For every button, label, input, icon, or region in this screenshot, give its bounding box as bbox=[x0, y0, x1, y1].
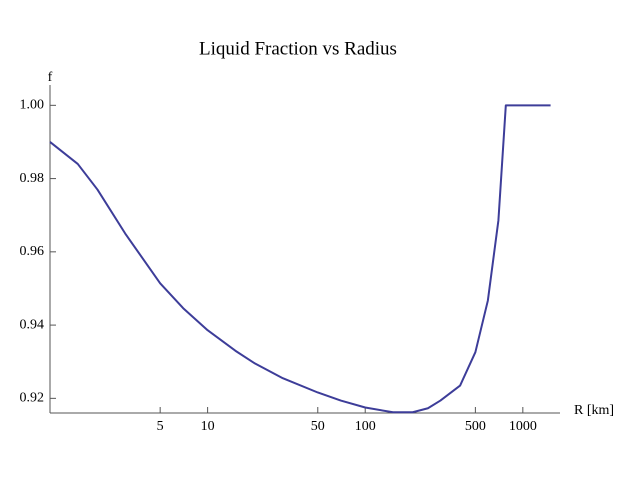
x-tick-label: 100 bbox=[355, 419, 376, 434]
x-tick-label: 1000 bbox=[509, 419, 537, 434]
y-tick-label: 0.92 bbox=[20, 391, 45, 406]
y-tick-label: 1.00 bbox=[20, 98, 45, 113]
data-line bbox=[49, 104, 551, 414]
chart-title: Liquid Fraction vs Radius bbox=[199, 38, 397, 59]
x-tick-label: 500 bbox=[465, 419, 486, 434]
y-tick-label: 0.98 bbox=[20, 171, 45, 186]
y-axis-label: f bbox=[48, 70, 53, 85]
x-tick-label: 50 bbox=[311, 419, 325, 434]
x-tick-label: 5 bbox=[157, 419, 164, 434]
x-axis-label: R [km] bbox=[574, 403, 614, 418]
y-tick-label: 0.94 bbox=[20, 317, 45, 332]
x-tick-label: 10 bbox=[201, 419, 215, 434]
y-tick-label: 0.96 bbox=[20, 244, 45, 259]
